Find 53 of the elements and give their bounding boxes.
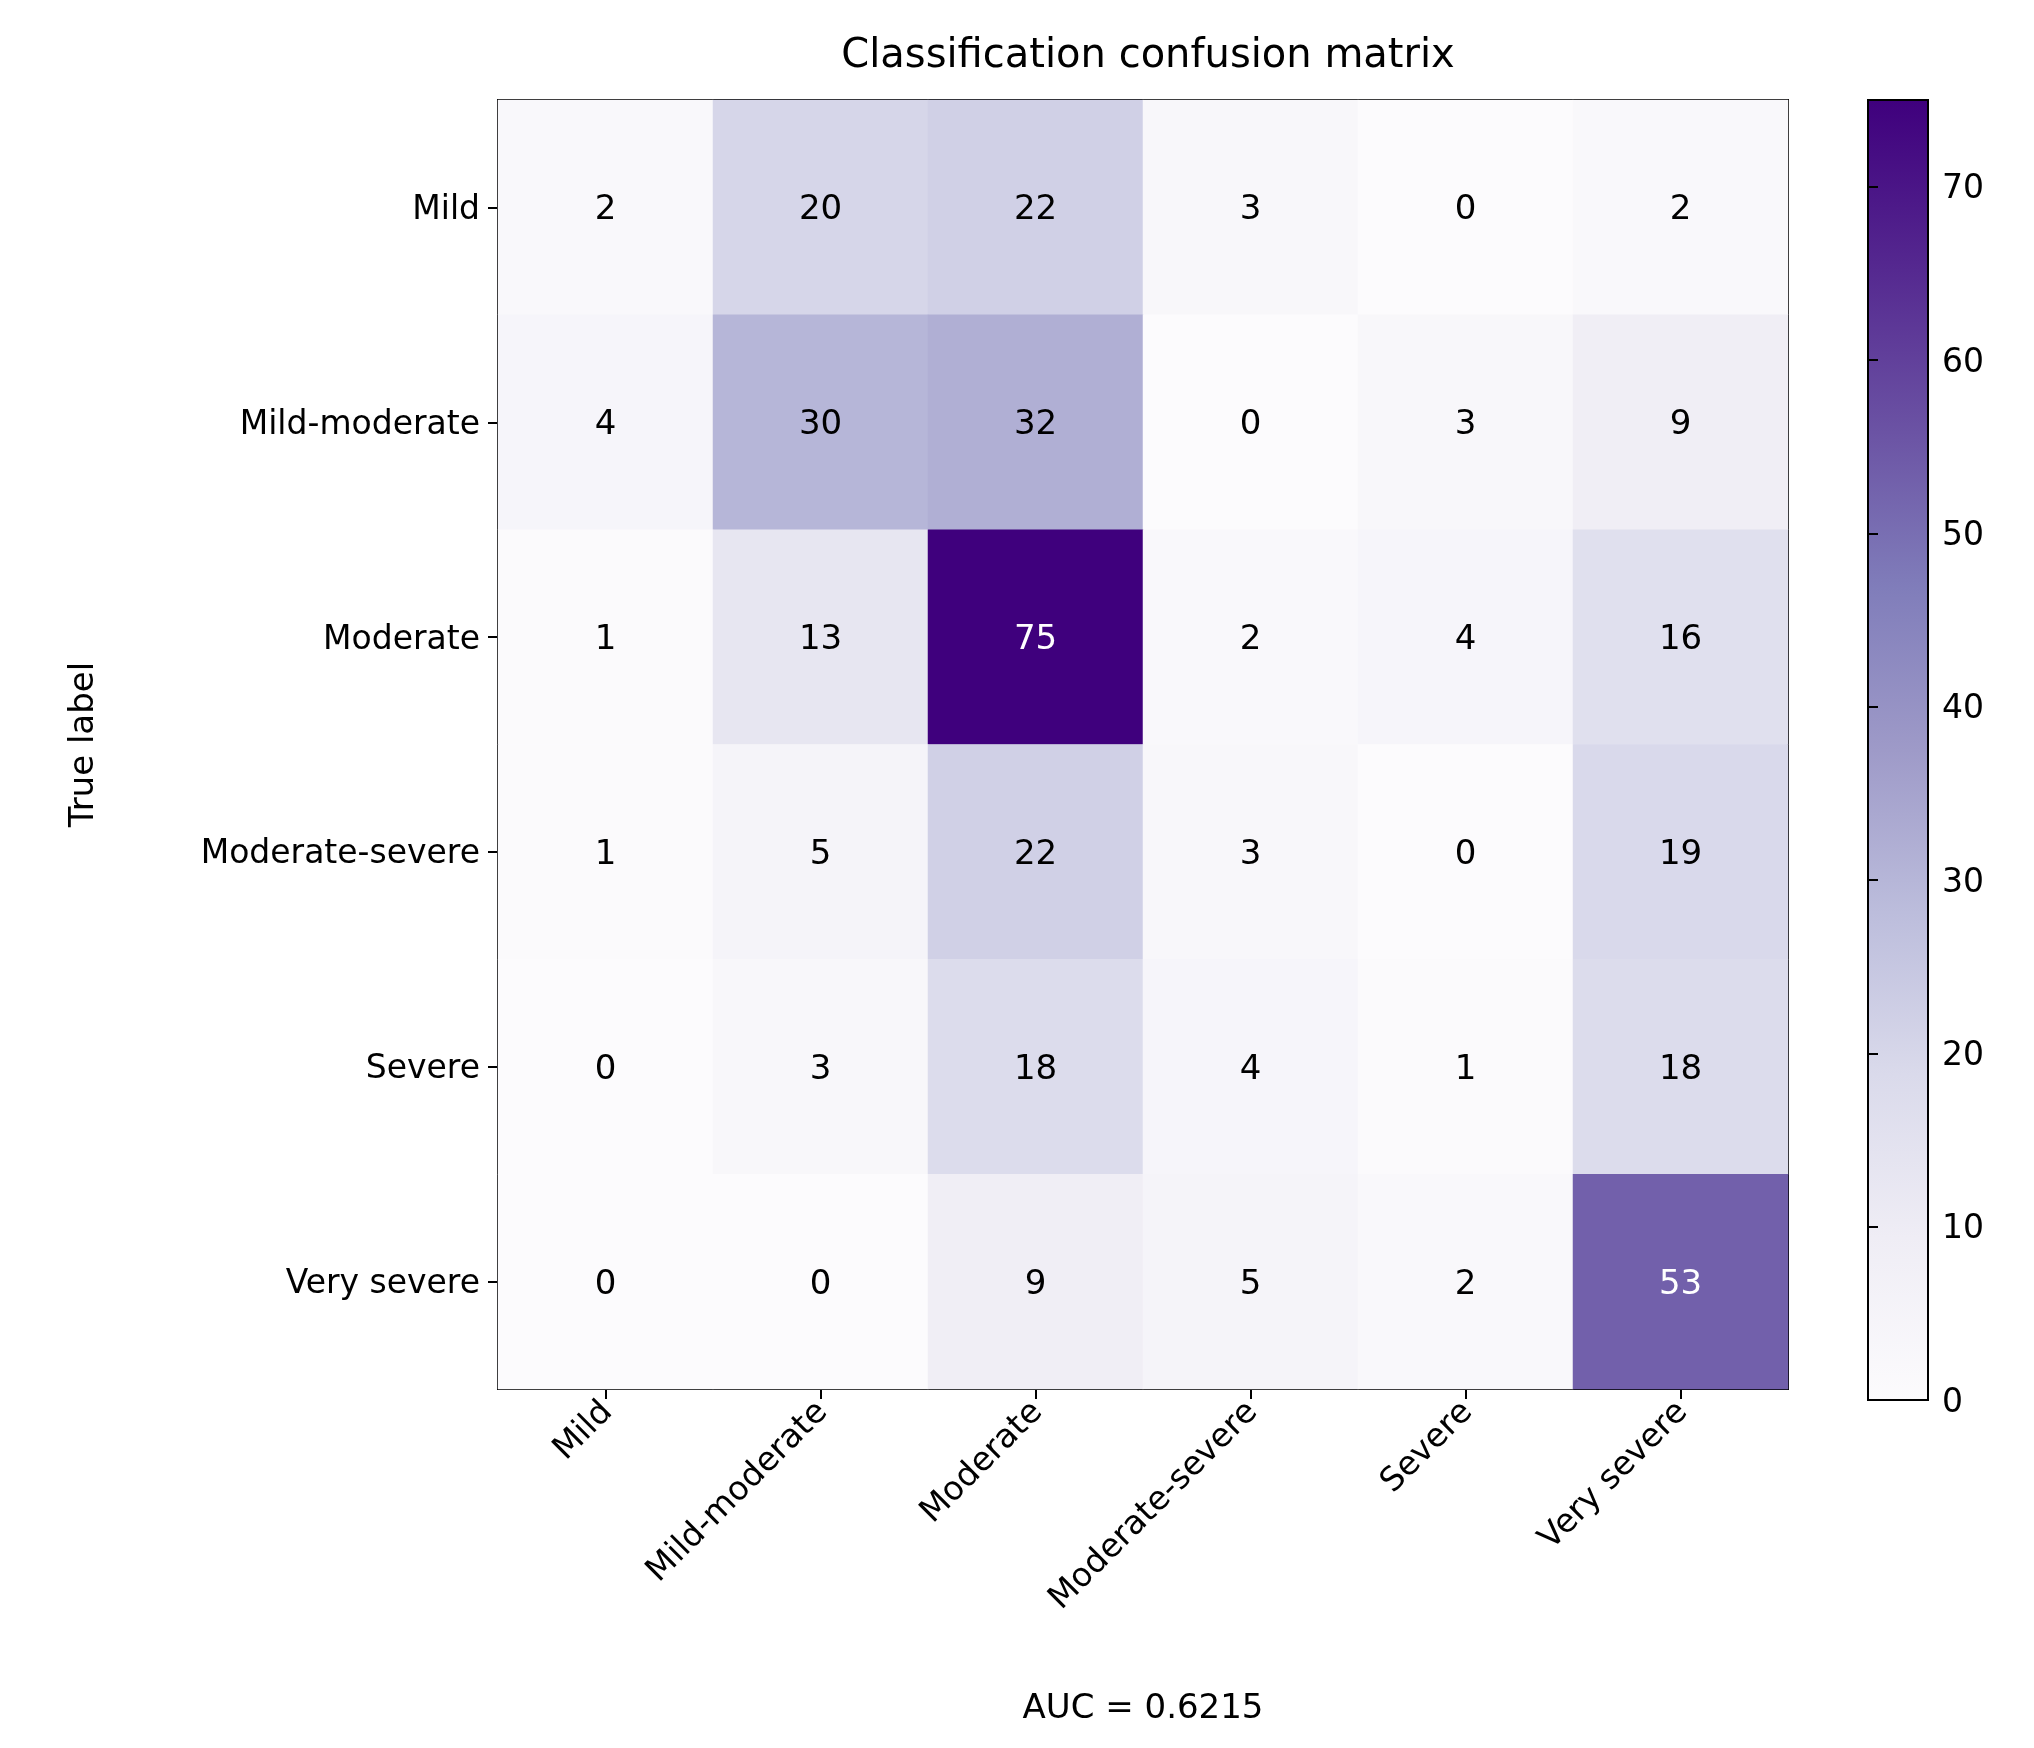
data-label: 2 [1239, 617, 1262, 658]
y-tick-label: Very severe [285, 1262, 480, 1302]
data-label: 4 [1239, 1046, 1262, 1087]
data-label: 16 [1658, 617, 1703, 658]
data-label: 1 [594, 617, 617, 658]
data-label: 2 [594, 187, 617, 228]
data-label: 4 [1454, 617, 1477, 658]
data-label: 4 [594, 402, 617, 443]
color-bar-label: 70 [1942, 167, 1984, 207]
color-bar-label: 20 [1942, 1033, 1984, 1073]
data-label: 22 [1013, 187, 1058, 228]
color-bar-label: 40 [1942, 687, 1984, 727]
data-label: 0 [1454, 187, 1477, 228]
data-label: 18 [1658, 1046, 1703, 1087]
y-tick-label: Severe [365, 1047, 480, 1087]
data-label: 20 [798, 187, 843, 228]
data-label: 1 [594, 831, 617, 872]
color-bar-label: 50 [1942, 513, 1984, 553]
data-label: 22 [1013, 831, 1058, 872]
data-label: 3 [1239, 831, 1262, 872]
data-label: 0 [594, 1046, 617, 1087]
chart-title: Classification confusion matrix [841, 30, 1455, 76]
data-label: 53 [1658, 1261, 1703, 1302]
data-label: 1 [1454, 1046, 1477, 1087]
data-label: 0 [1454, 831, 1477, 872]
color-bar-label: 0 [1942, 1380, 1963, 1420]
data-label: 5 [1239, 1261, 1262, 1302]
data-label: 13 [798, 617, 843, 658]
data-label: 2 [1669, 187, 1692, 228]
y-tick-label: Moderate-severe [200, 832, 480, 872]
data-label: 2 [1454, 1261, 1477, 1302]
data-label: 3 [809, 1046, 832, 1087]
data-label: 75 [1013, 617, 1058, 658]
data-label: 9 [1669, 402, 1692, 443]
y-tick-label: Moderate [323, 617, 480, 657]
data-label: 0 [594, 1261, 617, 1302]
data-label: 3 [1454, 402, 1477, 443]
color-bar-label: 30 [1942, 860, 1984, 900]
data-label: 0 [809, 1261, 832, 1302]
data-label: 3 [1239, 187, 1262, 228]
data-label: 5 [809, 831, 832, 872]
color-bar-label: 10 [1942, 1207, 1984, 1247]
data-label: 32 [1013, 402, 1058, 443]
y-axis-title: True label [61, 661, 101, 829]
data-label: 9 [1024, 1261, 1047, 1302]
y-tick-label: Mild-moderate [239, 402, 480, 442]
data-label: 19 [1658, 831, 1703, 872]
y-tick-label: Mild [412, 187, 480, 227]
data-label: 30 [798, 402, 843, 443]
data-label: 0 [1239, 402, 1262, 443]
color-bar-label: 60 [1942, 340, 1984, 380]
x-axis-title: AUC = 0.6215 [1022, 1686, 1264, 1726]
data-label: 18 [1013, 1046, 1058, 1087]
